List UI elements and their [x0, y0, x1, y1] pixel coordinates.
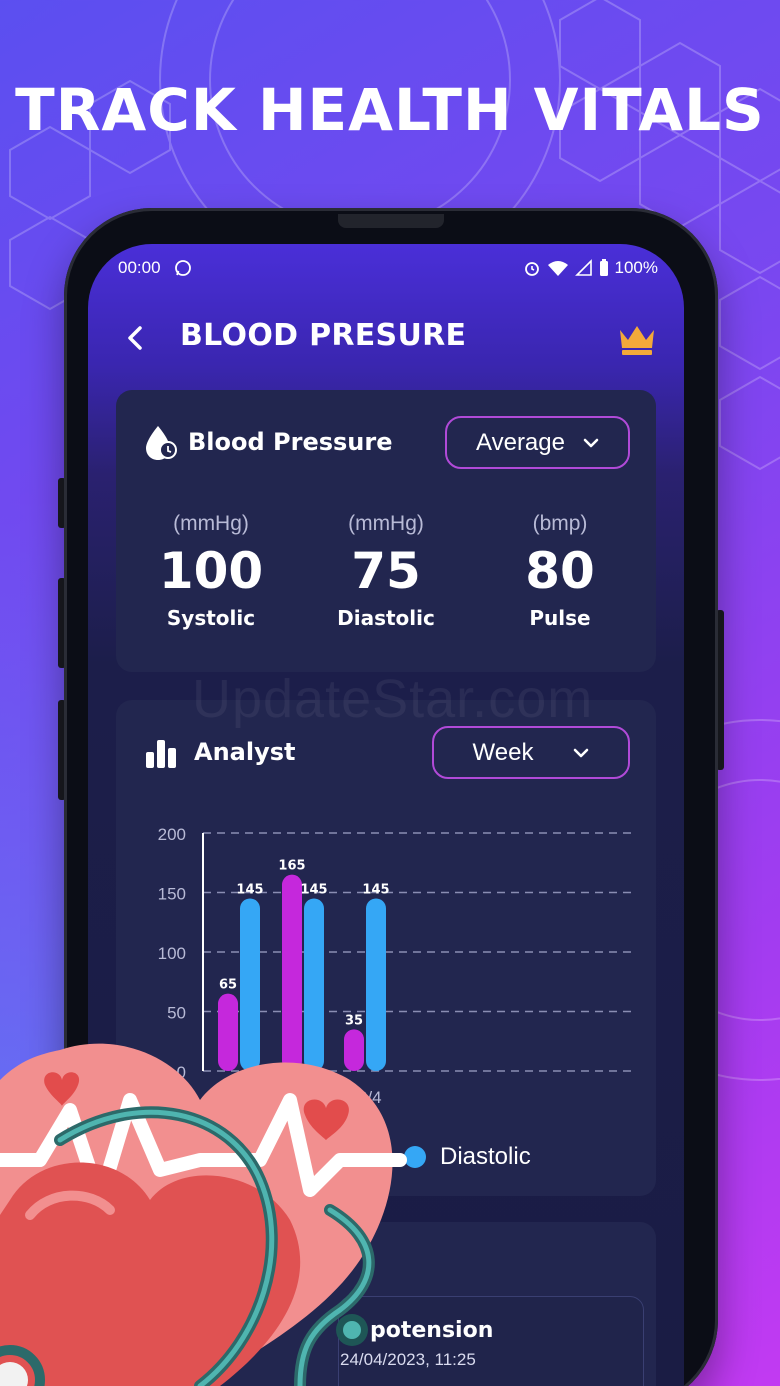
heart-stethoscope-illustration	[0, 1043, 407, 1386]
data-label: 145	[236, 882, 263, 897]
back-arrow-icon[interactable]	[122, 322, 150, 354]
record-title: potension	[370, 1318, 494, 1343]
y-tick-label: 50	[167, 1004, 186, 1023]
metric-label: Diastolic	[337, 606, 435, 630]
bar-diastolic	[366, 898, 386, 1071]
metric-unit: (mmHg)	[173, 512, 249, 535]
period-dropdown[interactable]: Average	[445, 416, 630, 469]
crown-icon[interactable]	[616, 322, 658, 356]
metric-unit: (mmHg)	[348, 512, 424, 535]
metric-label: Pulse	[529, 606, 591, 630]
metric-systolic: (mmHg) 100 Systolic	[121, 512, 301, 630]
watermark: UpdateStar.com	[192, 669, 594, 729]
status-time: 00:00	[118, 258, 161, 277]
data-label: 145	[362, 882, 389, 897]
y-tick-label: 100	[158, 944, 186, 963]
record-item[interactable]	[338, 1296, 644, 1386]
blood-pressure-summary-card	[116, 390, 656, 672]
bar-diastolic	[304, 898, 324, 1071]
y-tick-label: 0	[177, 1063, 186, 1082]
alarm-icon	[524, 262, 539, 276]
data-label: 145	[300, 882, 327, 897]
metric-pulse: (bmp) 80 Pulse	[470, 512, 650, 630]
chevron-down-icon	[583, 438, 599, 447]
phone-side-button	[58, 478, 66, 528]
phone-side-button	[58, 578, 66, 668]
battery-level: 100%	[614, 258, 658, 277]
summary-card-title: Blood Pressure	[188, 428, 393, 456]
chart-legend: Diastolic	[404, 1143, 531, 1171]
page-title: BLOOD PRESURE	[180, 318, 467, 353]
analyst-card-title: Analyst	[194, 738, 296, 766]
status-bar: 00:00 100%	[118, 258, 658, 280]
legend-dot-diastolic	[404, 1146, 426, 1168]
metric-diastolic: (mmHg) 75 Diastolic	[296, 512, 476, 630]
blood-pressure-chart: 050100150200651451651453514522/4	[158, 825, 632, 1107]
signal-icon	[574, 259, 592, 276]
metric-unit: (bmp)	[532, 512, 588, 535]
metric-value: 75	[351, 542, 421, 600]
phone-speaker	[338, 214, 444, 228]
range-dropdown-value: Week	[472, 738, 534, 766]
record-date: 24/04/2023, 11:25	[340, 1350, 476, 1369]
blood-drop-icon	[146, 426, 177, 460]
phone-power-button	[716, 610, 724, 770]
metric-value: 80	[525, 542, 595, 600]
bar-systolic	[282, 874, 302, 1071]
bar-systolic	[344, 1029, 364, 1071]
bar-diastolic	[240, 898, 260, 1071]
data-label: 165	[278, 859, 305, 874]
data-label: 35	[345, 1013, 363, 1028]
whatsapp-icon	[175, 260, 191, 276]
banner-title: TRACK HEALTH VITALS	[15, 76, 765, 144]
metric-label: Systolic	[166, 606, 256, 630]
data-label: 65	[219, 978, 237, 993]
bar-systolic	[218, 993, 238, 1071]
phone-side-button	[58, 700, 66, 800]
wifi-icon	[547, 261, 568, 276]
metric-value: 100	[158, 542, 264, 600]
y-tick-label: 200	[158, 825, 186, 844]
chevron-down-icon	[574, 748, 589, 757]
y-tick-label: 150	[158, 885, 186, 904]
range-dropdown[interactable]: Week	[432, 726, 630, 779]
period-dropdown-value: Average	[476, 428, 565, 456]
battery-icon	[599, 259, 608, 276]
legend-label-diastolic: Diastolic	[440, 1143, 531, 1170]
bar-chart-icon	[146, 740, 176, 768]
